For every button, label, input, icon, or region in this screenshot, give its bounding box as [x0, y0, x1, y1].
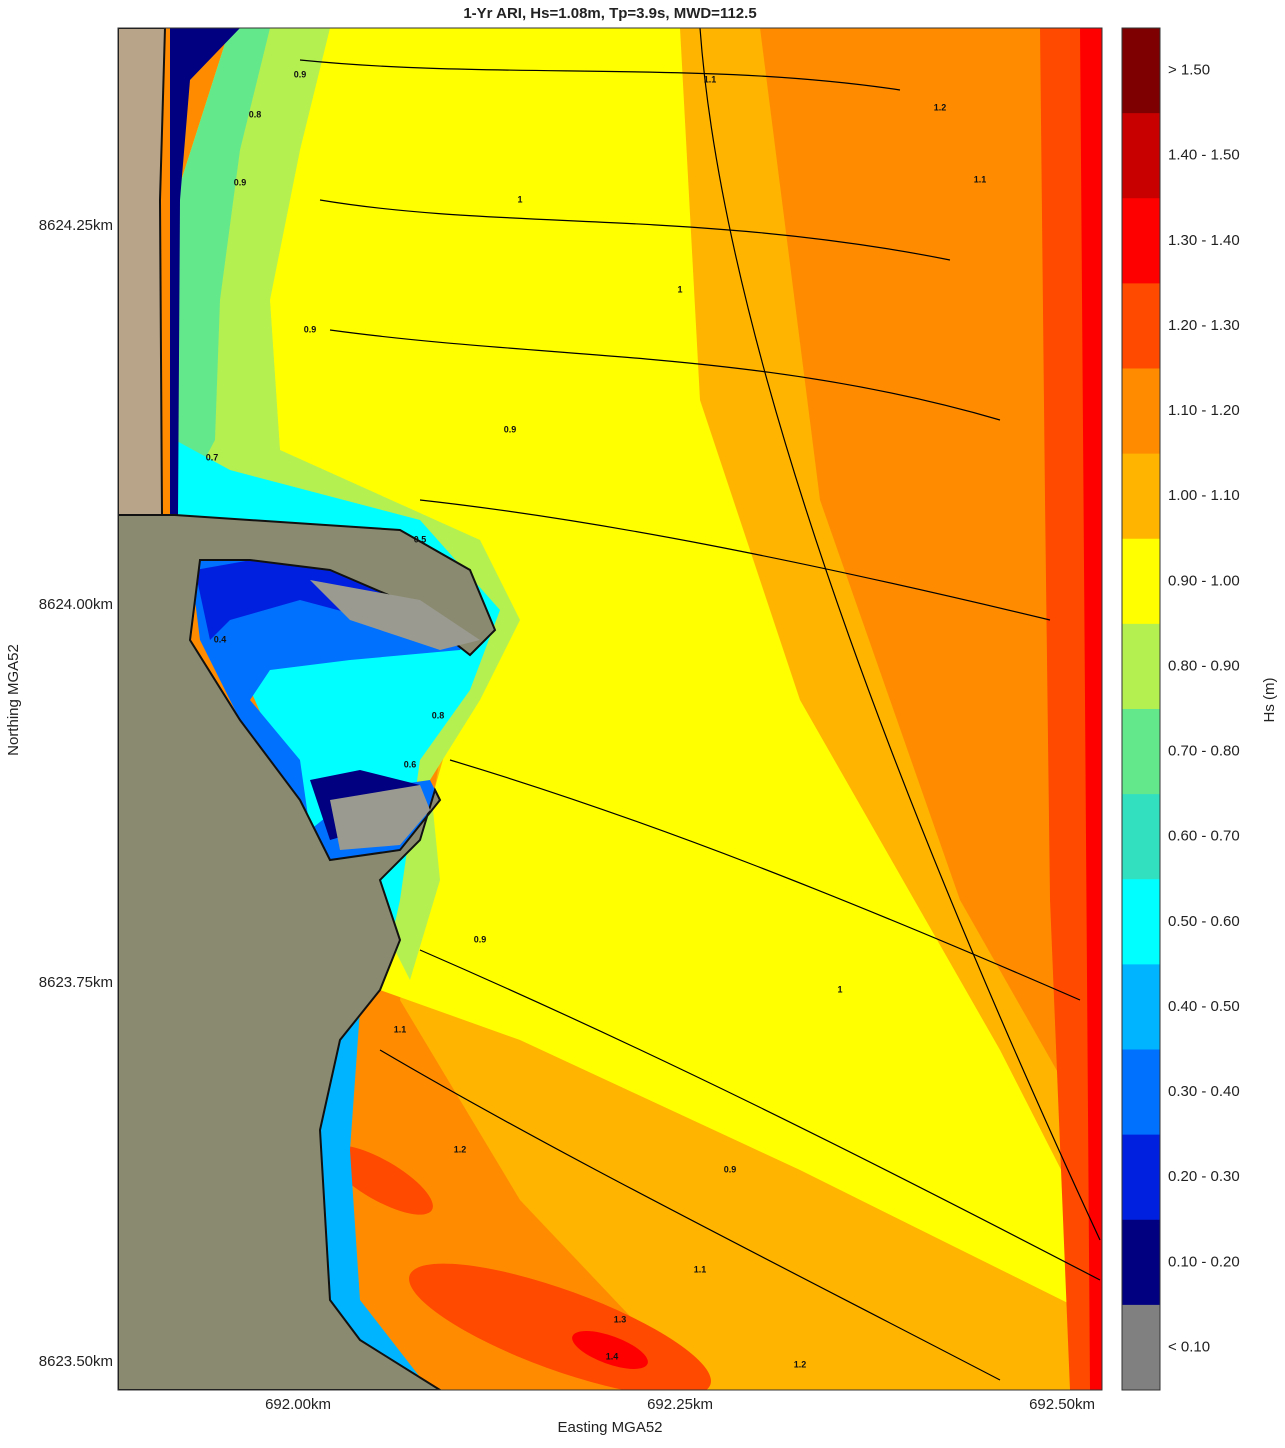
colorbar-label: 0.70 - 0.80 — [1168, 743, 1240, 760]
contour-label: 0.9 — [504, 424, 517, 434]
colorbar-swatch — [1122, 624, 1160, 710]
colorbar-swatch — [1122, 1135, 1160, 1221]
contour-label: 1.1 — [694, 1264, 707, 1274]
colorbar-swatch — [1122, 454, 1160, 540]
y-axis-label: Northing MGA52 — [5, 644, 22, 756]
contour-label: 1.2 — [794, 1359, 807, 1369]
colorbar-label: 1.30 - 1.40 — [1168, 232, 1240, 249]
contour-label: 0.8 — [432, 710, 445, 720]
colorbar-label: 0.90 - 1.00 — [1168, 572, 1240, 589]
contour-label: 0.8 — [249, 109, 262, 119]
contour-label: 0.7 — [206, 452, 219, 462]
colorbar-label: < 0.10 — [1168, 1338, 1210, 1355]
colorbar-swatch — [1122, 1305, 1160, 1391]
x-axis-label: Easting MGA52 — [557, 1419, 662, 1436]
colorbar-swatch — [1122, 964, 1160, 1050]
colorbar-swatch — [1122, 283, 1160, 369]
contour-label: 1.2 — [934, 102, 947, 112]
colorbar-label: 0.50 - 0.60 — [1168, 913, 1240, 930]
y-tick-label: 8624.00km — [39, 596, 113, 613]
x-tick-label: 692.25km — [647, 1396, 713, 1413]
contour-label: 1.1 — [974, 174, 987, 184]
colorbar-swatch — [1122, 879, 1160, 965]
colorbar-label: 0.20 - 0.30 — [1168, 1168, 1240, 1185]
title: 1-Yr ARI, Hs=1.08m, Tp=3.9s, MWD=112.5 — [463, 5, 756, 22]
colorbar-label: 0.40 - 0.50 — [1168, 998, 1240, 1015]
y-tick-label: 8623.75km — [39, 974, 113, 991]
contour-label: 1.2 — [454, 1144, 467, 1154]
contour-label: 1.3 — [614, 1314, 627, 1324]
colorbar-swatch — [1122, 1220, 1160, 1306]
x-tick-label: 692.50km — [1029, 1396, 1095, 1413]
contour-label: 1 — [677, 284, 682, 294]
contour-label: 0.9 — [234, 177, 247, 187]
colorbar-label: 1.10 - 1.20 — [1168, 402, 1240, 419]
contour-label: 1.1 — [704, 74, 717, 84]
colorbar-swatch — [1122, 28, 1160, 114]
colorbar-label: 1.20 - 1.30 — [1168, 317, 1240, 334]
colorbar-label: 0.10 - 0.20 — [1168, 1253, 1240, 1270]
colorbar-label: 1.40 - 1.50 — [1168, 147, 1240, 164]
colorbar-label: Hs (m) — [1261, 678, 1278, 723]
contour-label: 0.9 — [294, 69, 307, 79]
contour-label: 1.1 — [394, 1024, 407, 1034]
x-tick-label: 692.00km — [265, 1396, 331, 1413]
y-tick-label: 8623.50km — [39, 1353, 113, 1370]
wave-field: 0.9 0.9 0.8 0.9 1 1 1.1 1.1 1.2 0.9 0.7 0.5 0.4 0.8 0.… — [118, 28, 1102, 1422]
contour-label: 1 — [837, 984, 842, 994]
colorbar-label: > 1.50 — [1168, 62, 1210, 79]
contour-label: 0.5 — [414, 534, 427, 544]
colorbar-label: 0.30 - 0.40 — [1168, 1083, 1240, 1100]
colorbar-label: 1.00 - 1.10 — [1168, 487, 1240, 504]
contour-label: 1 — [517, 194, 522, 204]
contour-label: 0.9 — [304, 324, 317, 334]
contour-label: 0.4 — [214, 634, 227, 644]
colorbar-swatch — [1122, 113, 1160, 199]
colorbar-swatch — [1122, 1050, 1160, 1136]
colorbar-swatch — [1122, 198, 1160, 284]
colorbar-swatch — [1122, 369, 1160, 455]
colorbar-swatch — [1122, 539, 1160, 625]
contour-label: 0.9 — [724, 1164, 737, 1174]
contour-label: 1.4 — [606, 1351, 619, 1361]
colorbar-label: 0.60 - 0.70 — [1168, 828, 1240, 845]
colorbar-swatch — [1122, 794, 1160, 880]
contour-label: 0.9 — [474, 934, 487, 944]
colorbar-label: 0.80 - 0.90 — [1168, 657, 1240, 674]
y-tick-label: 8624.25km — [39, 217, 113, 234]
contour-label: 0.6 — [404, 759, 417, 769]
colorbar-swatch — [1122, 709, 1160, 795]
map-figure: 1-Yr ARI, Hs=1.08m, Tp=3.9s, MWD=112.5 0… — [0, 0, 1285, 1443]
